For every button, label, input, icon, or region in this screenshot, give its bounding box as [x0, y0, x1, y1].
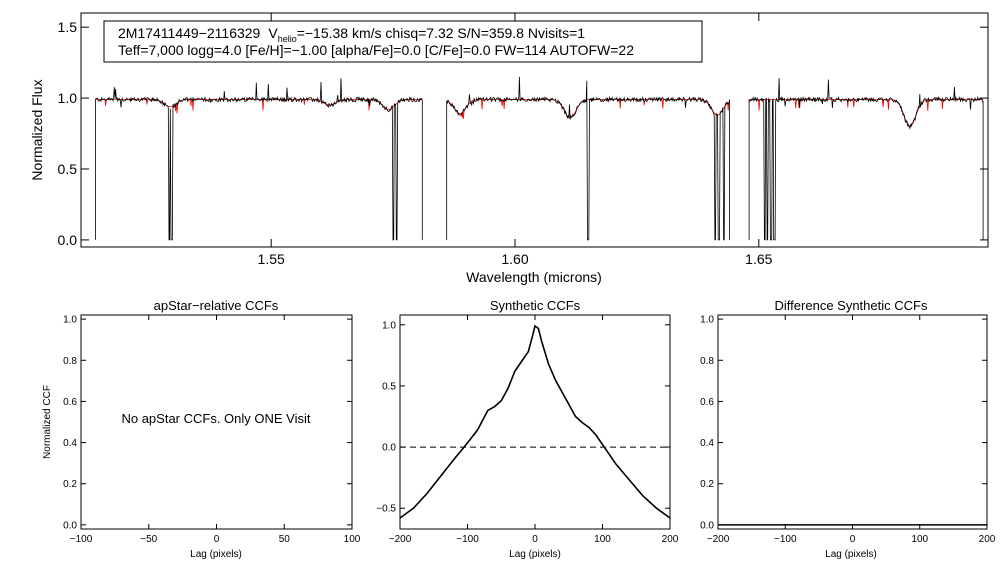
apstar-ccf-y-ticks: 0.0 0.2 0.4 0.6 0.8 1.0 [63, 315, 352, 531]
x-tick-label: 100 [344, 534, 361, 545]
x-tick-label: −100 [774, 534, 797, 545]
synthetic-ccf-title: Synthetic CCFs [490, 298, 581, 313]
annotation-line-2: Teff=7,000 logg=4.0 [Fe/H]=−1.00 [alpha/… [118, 42, 634, 58]
y-tick-label: 0.6 [63, 397, 77, 408]
x-tick-label: 50 [279, 534, 291, 545]
synthetic-ccf-curve [399, 324, 671, 519]
y-tick-label: 0.2 [700, 479, 714, 490]
y-tick-label: 0.2 [63, 479, 77, 490]
synthetic-ccf-axes-frame [399, 314, 671, 530]
apstar-ccf-y-label: Normalized CCF [42, 385, 53, 459]
spectrum-annotation-box [103, 20, 703, 63]
annotation-line-1: 2M17411449−2116329 Vhelio=−15.38 km/s chi… [118, 25, 585, 44]
apstar-ccf-x-ticks: −100 −50 0 50 100 [70, 315, 361, 545]
difference-ccf-axes-frame [717, 314, 988, 530]
x-tick-label: −50 [140, 534, 157, 545]
spectrum-panel: 1.55 1.60 1.65 0.0 0.5 1.0 1.5 Wavelength (mi… [29, 12, 989, 285]
y-tick-label: 0.0 [700, 520, 714, 531]
annotation-v-subscript: helio [278, 34, 297, 44]
apstar-ccf-x-label: Lag (pixels) [190, 549, 242, 560]
x-tick-label: 200 [662, 534, 679, 545]
x-tick-label: −200 [389, 534, 412, 545]
y-tick-label: 0.8 [700, 356, 714, 367]
difference-ccf-x-ticks: −200 −100 0 100 200 [707, 315, 996, 545]
y-tick-label: 0.8 [63, 356, 77, 367]
spectrum-y-ticks: 0.0 0.5 1.0 1.5 [58, 19, 988, 248]
x-tick-label: 1.60 [501, 251, 528, 267]
x-tick-label: 200 [979, 534, 996, 545]
observed-spectrum-line [95, 76, 984, 241]
difference-ccf-title: Difference Synthetic CCFs [775, 298, 928, 313]
x-tick-label: −100 [456, 534, 479, 545]
synthetic-ccf-x-ticks: −200 −100 0 100 200 [389, 315, 679, 545]
spectrum-x-label: Wavelength (microns) [466, 269, 602, 285]
y-tick-label: 0.6 [700, 397, 714, 408]
spectrum-axes-frame [80, 12, 989, 248]
synthetic-ccf-y-ticks: −0.5 0.0 0.5 1.0 [376, 320, 670, 515]
x-tick-label: 0 [214, 534, 220, 545]
x-tick-label: −200 [707, 534, 730, 545]
annotation-line-1-values: =−15.38 km/s chisq=7.32 S/N=359.8 Nvisit… [297, 25, 586, 41]
y-tick-label: 0.0 [58, 232, 78, 248]
model-spectrum-line [95, 99, 984, 127]
difference-ccf-y-ticks: 0.0 0.2 0.4 0.6 0.8 1.0 [700, 315, 987, 531]
y-tick-label: 0.0 [63, 520, 77, 531]
y-tick-label: 1.0 [58, 90, 78, 106]
apstar-ccf-message: No apStar CCFs. Only ONE Visit [121, 411, 310, 426]
apstar-ccf-title: apStar−relative CCFs [154, 298, 279, 313]
difference-ccf-panel: Difference Synthetic CCFs −200 −100 0 100 20… [700, 298, 996, 560]
x-tick-label: −100 [70, 534, 93, 545]
y-tick-label: 1.5 [58, 19, 78, 35]
apstar-ccf-panel: apStar−relative CCFs −100 −50 0 50 100 0.00.… [42, 298, 361, 560]
y-tick-label: −0.5 [376, 504, 396, 515]
y-tick-label: 1.0 [63, 315, 77, 326]
synthetic-ccf-x-label: Lag (pixels) [509, 549, 561, 560]
y-tick-label: 0.4 [700, 438, 714, 449]
y-tick-label: 1.0 [382, 320, 396, 331]
y-tick-label: 0.0 [382, 443, 396, 454]
spectrum-y-label: Normalized Flux [29, 79, 45, 180]
x-tick-label: 0 [532, 534, 538, 545]
y-tick-label: 1.0 [700, 315, 714, 326]
y-tick-label: 0.5 [382, 381, 396, 392]
difference-ccf-x-label: Lag (pixels) [825, 549, 877, 560]
x-tick-label: 100 [911, 534, 928, 545]
y-tick-label: 0.5 [58, 161, 78, 177]
annotation-star-id: 2M17411449−2116329 [118, 25, 261, 41]
x-tick-label: 1.65 [745, 251, 772, 267]
x-tick-label: 0 [850, 534, 856, 545]
x-tick-label: 100 [594, 534, 611, 545]
y-tick-label: 0.4 [63, 438, 77, 449]
spectrum-x-ticks: 1.55 1.60 1.65 [258, 13, 773, 267]
annotation-v-symbol: V [268, 25, 278, 41]
synthetic-ccf-panel: Synthetic CCFs −200 −100 0 100 200 −0.5 0.0 0.… [376, 298, 679, 560]
x-tick-label: 1.55 [258, 251, 285, 267]
